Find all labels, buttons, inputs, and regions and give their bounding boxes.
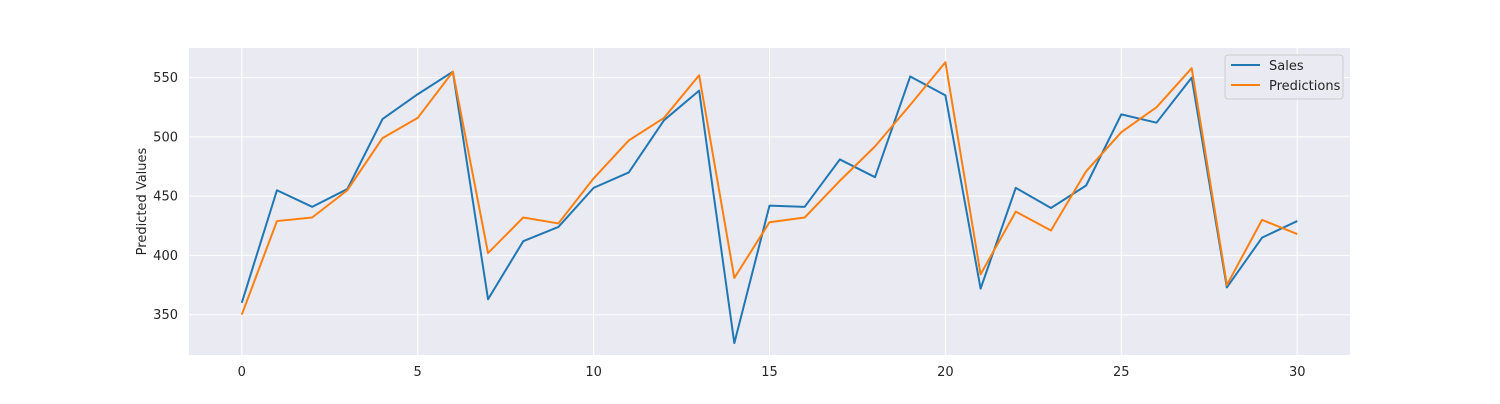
y-tick-label: 350 <box>153 308 178 323</box>
y-axis-label: Predicted Values <box>135 147 150 255</box>
x-tick-label: 15 <box>761 365 778 380</box>
x-tick-label: 25 <box>1113 365 1130 380</box>
x-tick-label: 5 <box>414 365 422 380</box>
series-line-predictions <box>240 61 1298 316</box>
y-tick-label: 400 <box>153 249 178 264</box>
x-tick-label: 20 <box>937 365 954 380</box>
legend-label-predictions: Predictions <box>1269 79 1341 94</box>
series-line-sales <box>240 70 1298 345</box>
x-tick-label: 0 <box>238 365 246 380</box>
x-axis-ticks: 0 5 10 15 20 25 30 <box>238 365 1306 380</box>
y-tick-label: 550 <box>153 71 178 86</box>
y-axis-ticks: 350 400 450 500 550 <box>153 71 178 323</box>
grid <box>189 48 1350 355</box>
y-tick-label: 500 <box>153 130 178 145</box>
legend: Sales Predictions <box>1224 54 1344 100</box>
y-tick-label: 450 <box>153 190 178 205</box>
x-tick-label: 10 <box>585 365 602 380</box>
legend-label-sales: Sales <box>1269 59 1304 74</box>
series-lines <box>240 61 1298 345</box>
x-tick-label: 30 <box>1289 365 1306 380</box>
